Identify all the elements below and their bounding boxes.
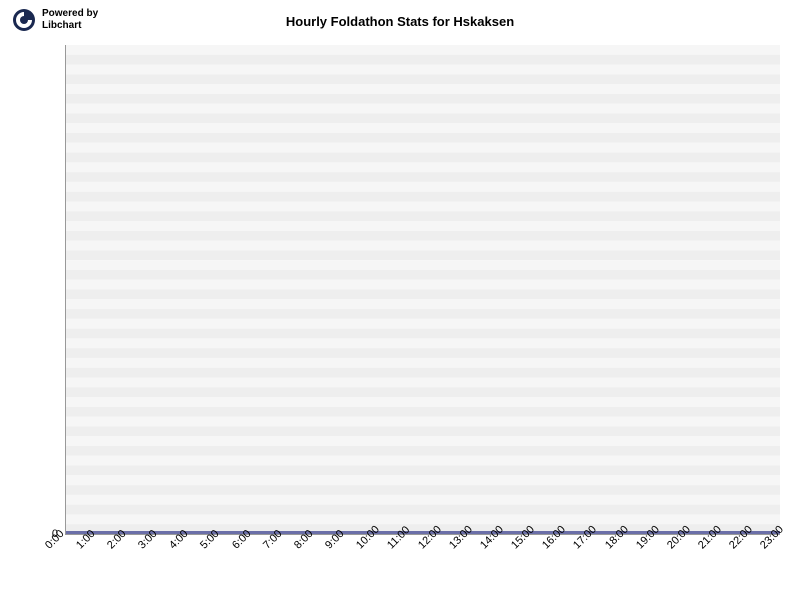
chart-plot-area: 0 [65,45,780,535]
x-axis-labels: 0:001:002:003:004:005:006:007:008:009:00… [65,535,780,595]
plot-area: 0 [65,45,780,535]
x-tick-label: 0:00 [43,528,67,552]
libchart-logo-icon [12,8,36,32]
chart-title: Hourly Foldathon Stats for Hskaksen [286,14,514,29]
logo-area: Powered by Libchart [12,8,98,32]
plot-grid-background [66,45,780,534]
logo-text: Powered by Libchart [42,8,98,32]
